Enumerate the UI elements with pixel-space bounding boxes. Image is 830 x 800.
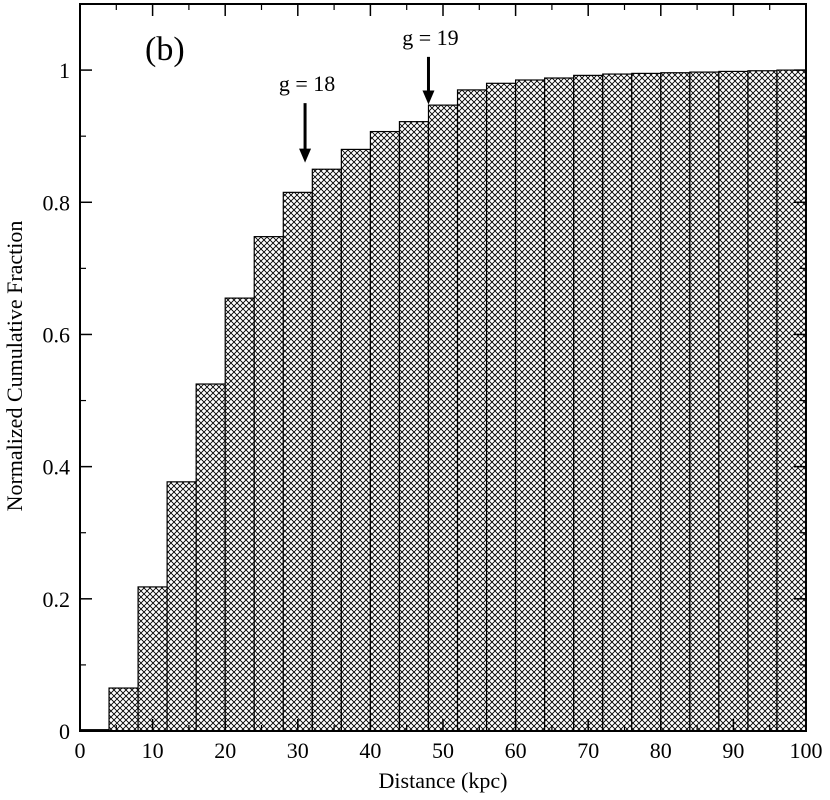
annotation-label-0: g = 18 (279, 71, 335, 96)
panel-label: (b) (145, 31, 185, 68)
histogram-bar-19 (631, 72, 662, 732)
x-tick-label: 60 (505, 738, 527, 763)
histogram-bar-23 (747, 70, 778, 732)
x-tick-label: 20 (214, 738, 236, 763)
ticks: 0 10 20 30 40 50 60 70 80 90 100 0 0.2 0.4 0.6 0.8 1 (43, 3, 823, 763)
x-tick-label: 90 (722, 738, 744, 763)
annotations: g = 18 g = 19 (279, 25, 459, 163)
annotation-arrow-head (299, 148, 312, 163)
y-tick-label: 0.2 (43, 587, 71, 612)
y-axis-title: Normalized Cumulative Fraction (2, 221, 27, 512)
histogram-bar-13 (456, 89, 488, 732)
histogram-bar-2 (137, 586, 168, 732)
x-tick-label: 10 (142, 738, 164, 763)
annotation-arrow-head (422, 90, 435, 105)
histogram-bar-22 (718, 70, 749, 732)
x-tick-label: 40 (359, 738, 381, 763)
histogram-bars (79, 69, 807, 732)
annotation-label-1: g = 19 (402, 25, 458, 50)
histogram-bar-21 (689, 71, 720, 732)
histogram-bar-3 (166, 481, 197, 732)
y-tick-label: 0.6 (43, 322, 71, 347)
y-tick-label: 1 (59, 58, 70, 83)
histogram-bar-1 (108, 687, 139, 732)
histogram-bar-15 (514, 79, 546, 732)
x-tick-label: 80 (650, 738, 672, 763)
y-tick-label: 0.8 (43, 190, 71, 215)
histogram-bar-12 (427, 104, 459, 732)
histogram-bar-6 (253, 236, 284, 732)
histogram-bar-14 (485, 82, 517, 732)
x-axis-title: Distance (kpc) (379, 768, 508, 793)
y-tick-label: 0.4 (43, 455, 71, 480)
x-tick-label: 0 (75, 738, 86, 763)
histogram-bar-17 (573, 74, 604, 732)
histogram-bar-16 (544, 77, 575, 732)
x-tick-label: 100 (790, 738, 823, 763)
histogram-bar-8 (311, 168, 342, 732)
histogram-bar-11 (398, 121, 430, 732)
x-tick-label: 30 (287, 738, 309, 763)
x-tick-label: 70 (577, 738, 599, 763)
histogram-bar-10 (369, 130, 401, 732)
histogram-bar-18 (602, 73, 633, 732)
histogram-bar-5 (224, 297, 255, 732)
histogram-bar-4 (195, 383, 226, 732)
histogram-bar-20 (660, 72, 691, 732)
histogram-bar-7 (282, 191, 313, 732)
x-tick-label: 50 (432, 738, 454, 763)
histogram-bar-9 (340, 148, 371, 732)
y-tick-label: 0 (59, 719, 70, 744)
